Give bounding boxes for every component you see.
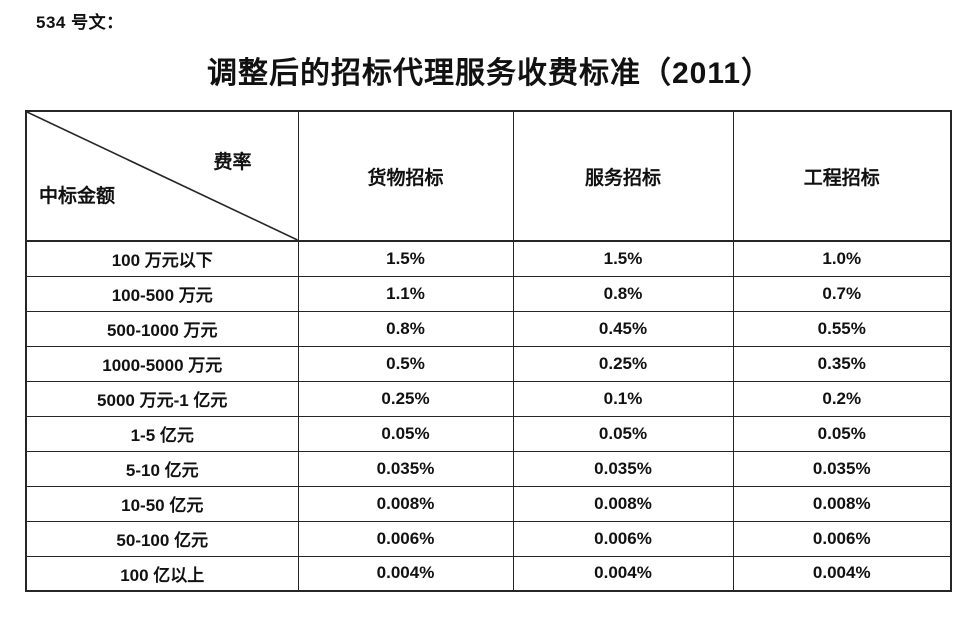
rate-cell-engineering: 0.035% (732, 450, 952, 487)
rate-cell-goods: 0.8% (297, 310, 514, 347)
table-row: 100-500 万元 1.1% 0.8% 0.7% (25, 275, 952, 312)
diagonal-divider-line (27, 112, 298, 240)
rate-cell-engineering: 0.05% (732, 415, 952, 452)
row-label-amount-tier: 1000-5000 万元 (25, 345, 299, 382)
rate-cell-engineering: 0.006% (732, 520, 952, 557)
rate-cell-goods: 1.5% (297, 240, 514, 277)
rate-cell-goods: 0.004% (297, 555, 514, 592)
doc-number-label: 534 号文： (36, 13, 124, 32)
rate-cell-goods: 0.05% (297, 415, 514, 452)
rate-cell-engineering: 0.2% (732, 380, 952, 417)
column-header-goods: 货物招标 (297, 110, 514, 242)
rate-cell-services: 0.1% (512, 380, 734, 417)
table-row: 5-10 亿元 0.035% 0.035% 0.035% (25, 450, 952, 487)
row-label-amount-tier: 5000 万元-1 亿元 (25, 380, 299, 417)
corner-label-fee-rate: 费率 (213, 152, 252, 173)
rate-cell-goods: 0.035% (297, 450, 514, 487)
rate-cell-engineering: 0.008% (732, 485, 952, 522)
row-label-amount-tier: 500-1000 万元 (25, 310, 299, 347)
column-header-services: 服务招标 (512, 110, 734, 242)
row-label-amount-tier: 1-5 亿元 (25, 415, 299, 452)
rate-cell-goods: 0.008% (297, 485, 514, 522)
rate-cell-services: 0.035% (512, 450, 734, 487)
row-label-amount-tier: 10-50 亿元 (25, 485, 299, 522)
row-label-amount-tier: 100 万元以下 (25, 240, 299, 277)
column-header-engineering: 工程招标 (732, 110, 952, 242)
rate-cell-engineering: 0.35% (732, 345, 952, 382)
table-row: 100 万元以下 1.5% 1.5% 1.0% (25, 240, 952, 277)
corner-label-bid-amount: 中标金额 (39, 186, 116, 207)
rate-cell-goods: 0.5% (297, 345, 514, 382)
rate-cell-goods: 0.25% (297, 380, 514, 417)
table-row: 50-100 亿元 0.006% 0.006% 0.006% (25, 520, 952, 557)
table-body: 100 万元以下 1.5% 1.5% 1.0% 100-500 万元 1.1% … (25, 240, 952, 592)
rate-cell-goods: 0.006% (297, 520, 514, 557)
rate-cell-services: 0.006% (512, 520, 734, 557)
row-label-amount-tier: 50-100 亿元 (25, 520, 299, 557)
rate-cell-services: 0.45% (512, 310, 734, 347)
table-row: 10-50 亿元 0.008% 0.008% 0.008% (25, 485, 952, 522)
page-title: 调整后的招标代理服务收费标准（2011） (206, 57, 773, 90)
table-row: 5000 万元-1 亿元 0.25% 0.1% 0.2% (25, 380, 952, 417)
rate-cell-engineering: 0.55% (732, 310, 952, 347)
rate-cell-services: 0.05% (512, 415, 734, 452)
row-label-amount-tier: 100 亿以上 (25, 555, 299, 592)
table-row: 100 亿以上 0.004% 0.004% 0.004% (25, 555, 952, 592)
rate-cell-services: 0.004% (512, 555, 734, 592)
rate-cell-services: 0.008% (512, 485, 734, 522)
fee-table: 费率 中标金额 货物招标 服务招标 工程招标 100 万元以下 1.5% 1.5… (25, 110, 952, 592)
rate-cell-services: 1.5% (512, 240, 734, 277)
header-row: 费率 中标金额 货物招标 服务招标 工程招标 (25, 110, 952, 242)
rate-cell-engineering: 0.7% (732, 275, 952, 312)
row-label-amount-tier: 5-10 亿元 (25, 450, 299, 487)
row-label-amount-tier: 100-500 万元 (25, 275, 299, 312)
table-row: 500-1000 万元 0.8% 0.45% 0.55% (25, 310, 952, 347)
rate-cell-engineering: 0.004% (732, 555, 952, 592)
rate-cell-services: 0.8% (512, 275, 734, 312)
rate-cell-goods: 1.1% (297, 275, 514, 312)
corner-header-cell: 费率 中标金额 (25, 110, 299, 242)
rate-cell-engineering: 1.0% (732, 240, 952, 277)
table-row: 1000-5000 万元 0.5% 0.25% 0.35% (25, 345, 952, 382)
rate-cell-services: 0.25% (512, 345, 734, 382)
table-row: 1-5 亿元 0.05% 0.05% 0.05% (25, 415, 952, 452)
